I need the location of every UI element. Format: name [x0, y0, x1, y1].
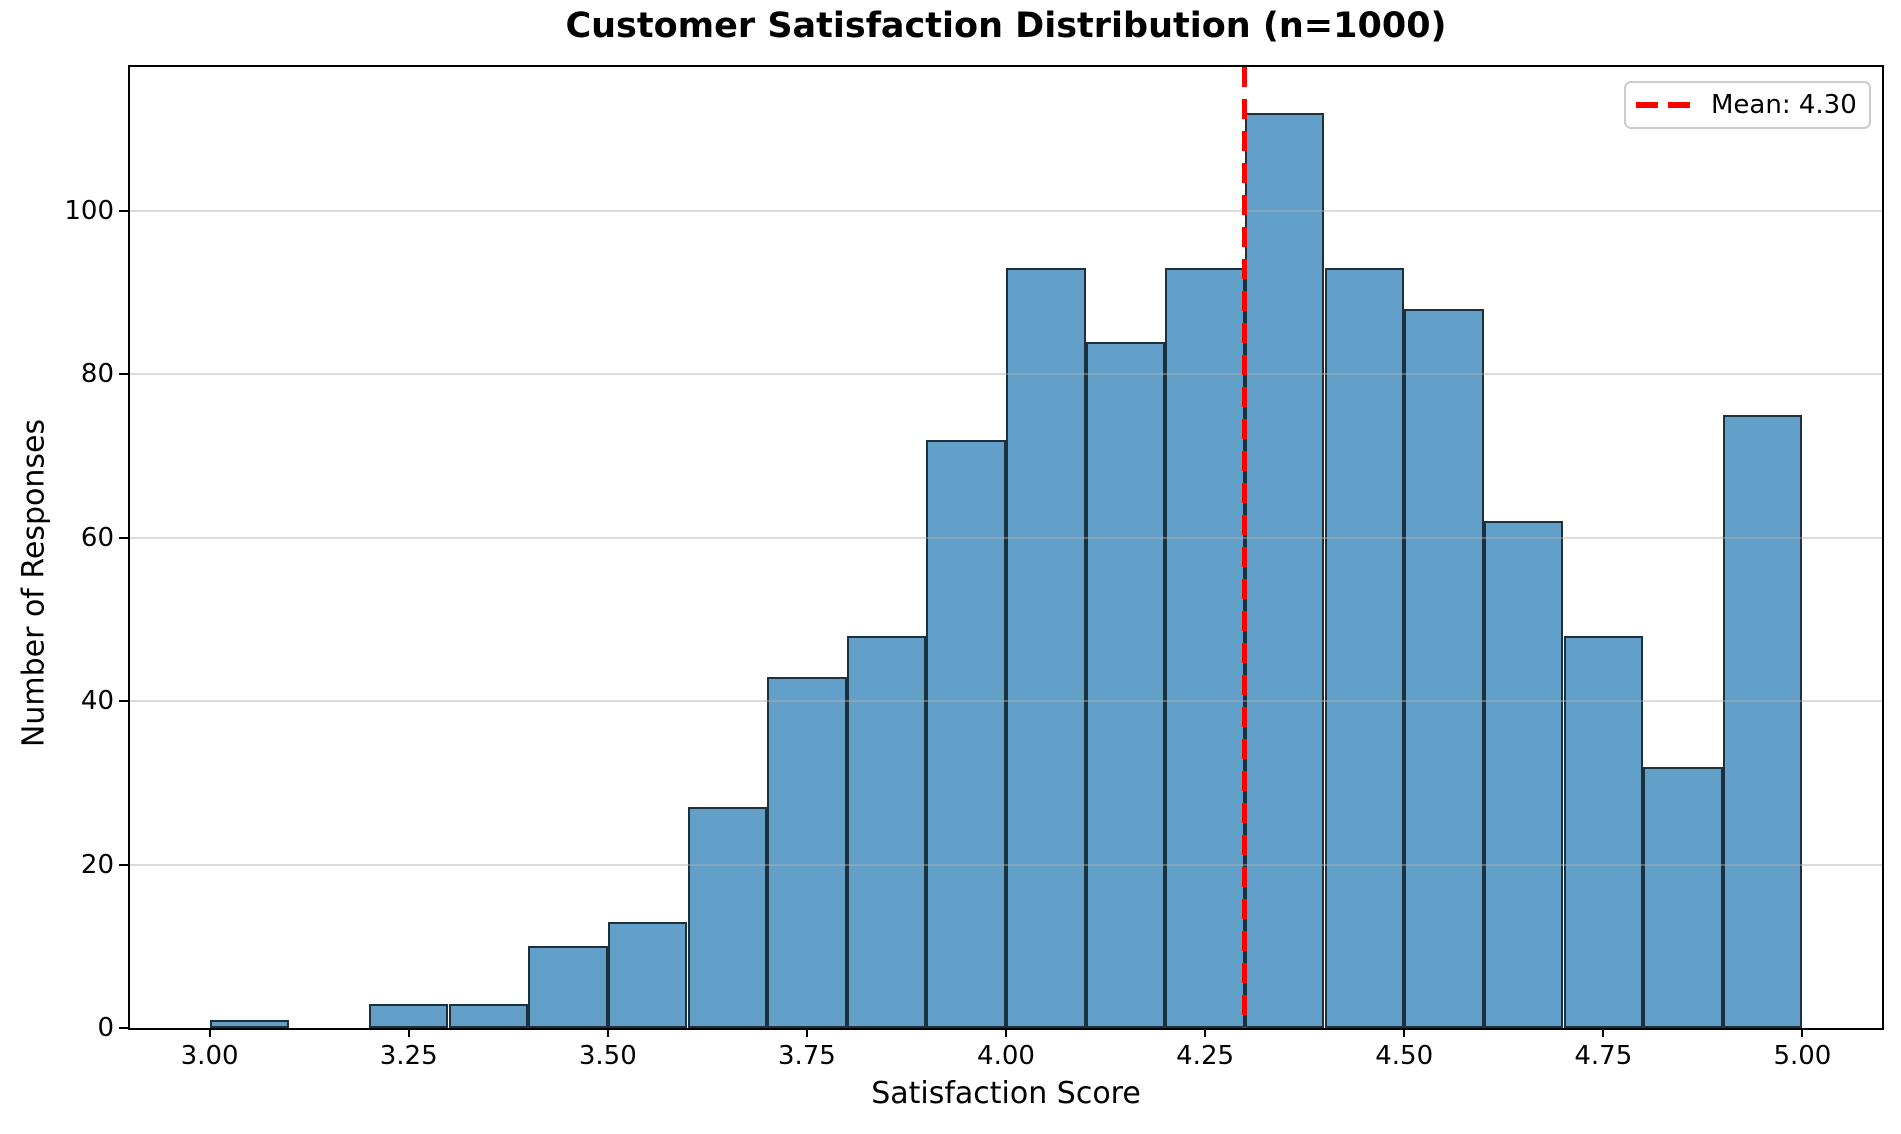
gridline: [130, 700, 1882, 703]
y-tick-mark: [119, 373, 128, 376]
x-tick-mark: [1801, 1028, 1804, 1037]
y-tick-mark: [119, 700, 128, 703]
x-tick-mark: [1403, 1028, 1406, 1037]
mean-line: [1242, 67, 1248, 1028]
histogram-bar: [528, 946, 608, 1028]
x-tick-mark: [208, 1028, 211, 1037]
histogram-bar: [767, 676, 847, 1028]
histogram-bar: [1244, 112, 1325, 1028]
x-tick-label: 4.75: [1574, 1041, 1633, 1071]
y-tick-mark: [119, 536, 128, 539]
chart-title: Customer Satisfaction Distribution (n=10…: [565, 6, 1447, 46]
x-tick-label: 3.25: [379, 1041, 438, 1071]
histogram-bar: [1483, 521, 1564, 1028]
y-tick-mark: [119, 863, 128, 866]
histogram-bar: [448, 1003, 529, 1028]
gridline: [130, 863, 1882, 866]
y-tick-mark: [119, 209, 128, 212]
y-tick-mark: [119, 1027, 128, 1029]
x-tick-label: 3.75: [777, 1041, 836, 1071]
x-tick-label: 4.25: [1176, 1041, 1235, 1071]
histogram-bar: [368, 1003, 449, 1028]
plot-area: 3.00 3.25 3.50 3.75 4.00 4.25 4.50 4.75 5.00 0 20 4…: [64, 65, 1884, 1071]
x-tick-mark: [1602, 1028, 1605, 1037]
x-tick-mark: [1204, 1028, 1207, 1037]
y-tick-label: 100: [64, 195, 114, 226]
gridline: [130, 209, 1882, 212]
x-axis-label: Satisfaction Score: [871, 1076, 1141, 1111]
gridline: [130, 373, 1882, 376]
y-tick-label: 60: [80, 522, 114, 553]
histogram-bar: [1324, 268, 1405, 1028]
y-tick-label: 40: [80, 686, 114, 717]
x-tick-label: 3.00: [180, 1041, 239, 1071]
histogram-bar: [687, 807, 768, 1028]
histogram-bar: [209, 1019, 290, 1028]
histogram-bar: [926, 439, 1006, 1028]
gridline: [130, 536, 1882, 539]
histogram-bar: [846, 635, 927, 1028]
legend-label: Mean: 4.30: [1711, 90, 1857, 120]
y-tick-label: 80: [80, 359, 114, 390]
y-tick-label: 0: [97, 1013, 114, 1043]
histogram-bar: [1085, 341, 1166, 1028]
legend-dashed-line-icon: [1636, 102, 1690, 108]
histogram-bar: [1006, 268, 1086, 1028]
histogram-bar: [1165, 268, 1245, 1028]
histogram-bar: [1404, 308, 1484, 1028]
x-tick-mark: [1005, 1028, 1007, 1037]
x-tick-mark: [805, 1028, 808, 1037]
x-tick-mark: [606, 1028, 609, 1037]
x-tick-label: 5.00: [1773, 1041, 1832, 1071]
x-tick-mark: [407, 1028, 410, 1037]
histogram-bar: [607, 921, 688, 1028]
histogram-bar: [1722, 415, 1803, 1028]
y-tick-label: 20: [80, 849, 114, 880]
histogram-bar: [1643, 766, 1723, 1028]
legend: Mean: 4.30: [1624, 81, 1871, 129]
x-tick-label: 3.50: [578, 1041, 637, 1071]
x-tick-label: 4.50: [1375, 1041, 1434, 1071]
y-axis-label: Number of Responses: [16, 418, 52, 748]
histogram-bar: [1563, 635, 1644, 1028]
x-tick-label: 4.00: [977, 1041, 1035, 1071]
